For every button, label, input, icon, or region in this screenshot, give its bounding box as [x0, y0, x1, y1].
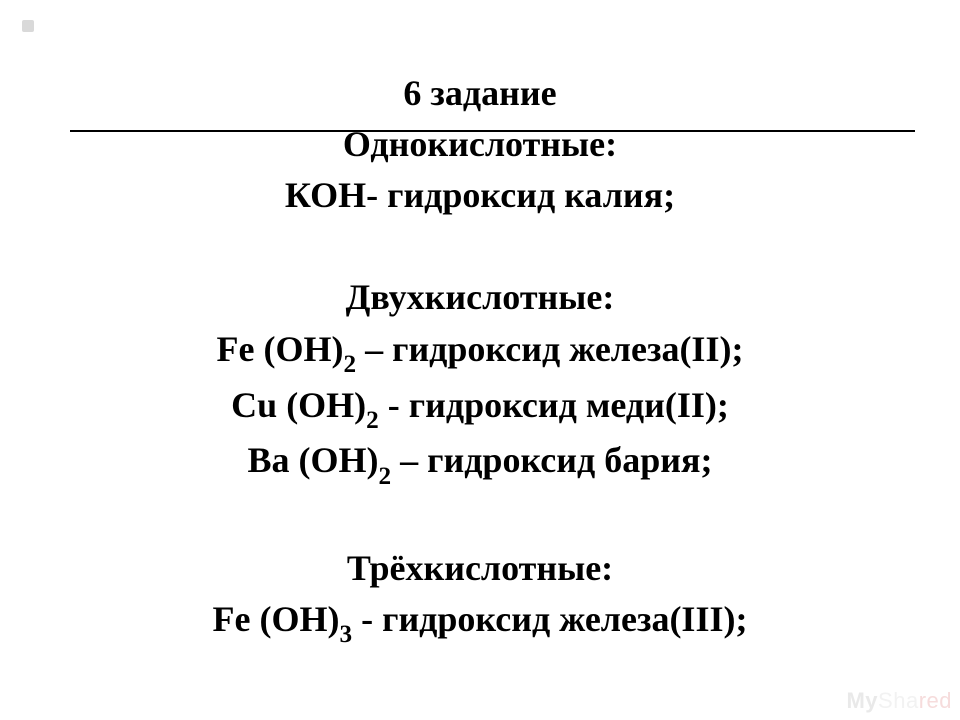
formula-line: Fe (OH)3 - гидроксид железа(III); [0, 594, 960, 650]
group-heading: Двухкислотные: [0, 272, 960, 323]
separator: – [365, 329, 392, 369]
slide-title: 6 задание [0, 68, 960, 119]
formula-post [356, 329, 365, 369]
formula-post [352, 599, 361, 639]
blank-line [0, 491, 960, 542]
group-heading: Трёхкислотные: [0, 543, 960, 594]
watermark-part: Sha [878, 688, 919, 713]
compound-name: гидроксид бария; [427, 440, 712, 480]
watermark-part: red [919, 688, 952, 713]
formula-subscript: 2 [366, 407, 379, 434]
formula-pre: Cu (OH) [231, 385, 366, 425]
separator: – [400, 440, 427, 480]
separator: - [361, 599, 382, 639]
formula-line: Ba (OH)2 – гидроксид бария; [0, 435, 960, 491]
formula-line: Fe (OH)2 – гидроксид железа(II); [0, 324, 960, 380]
compound-name: гидроксид калия; [387, 175, 675, 215]
formula-post [379, 385, 388, 425]
formula-pre: Fe (OH) [217, 329, 344, 369]
compound-name: гидроксид меди(II); [409, 385, 729, 425]
slide-text: 6 задание Однокислотные: КОН- гидроксид … [0, 68, 960, 650]
group-heading: Однокислотные: [0, 119, 960, 170]
separator: - [366, 175, 387, 215]
watermark-part: My [846, 688, 878, 713]
formula-subscript: 3 [340, 621, 353, 648]
slide: 6 задание Однокислотные: КОН- гидроксид … [0, 0, 960, 720]
separator: - [388, 385, 409, 425]
formula-post [391, 440, 400, 480]
bullet-placeholder-icon [22, 20, 34, 32]
blank-line [0, 221, 960, 272]
formula-pre: Fe (OH) [213, 599, 340, 639]
compound-name: гидроксид железа(II); [392, 329, 743, 369]
formula-line: КОН- гидроксид калия; [0, 170, 960, 221]
formula-pre: КОН [285, 175, 366, 215]
formula-pre: Ba (OH) [248, 440, 379, 480]
formula-subscript: 2 [379, 463, 392, 490]
compound-name: гидроксид железа(III); [382, 599, 747, 639]
formula-line: Cu (OH)2 - гидроксид меди(II); [0, 380, 960, 436]
formula-subscript: 2 [344, 351, 357, 378]
watermark: MyShared [846, 688, 952, 714]
